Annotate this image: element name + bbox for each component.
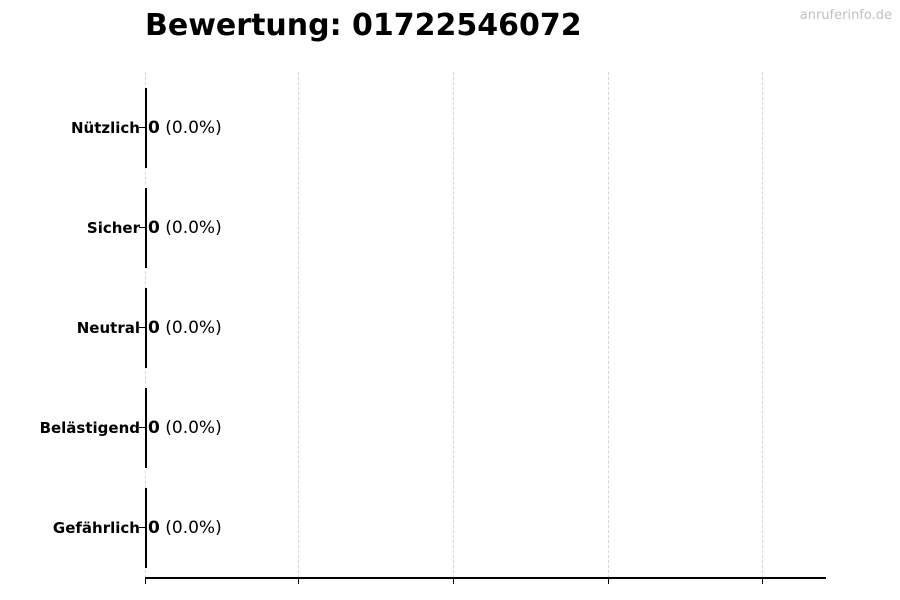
value-label-nuetzlich: 0 (0.0%) <box>148 118 222 138</box>
xtick-mark-0 <box>145 579 146 584</box>
bar-belaestigend[interactable] <box>145 388 147 468</box>
ytick-mark-sicher <box>139 227 145 228</box>
gridline-x-2 <box>453 72 454 578</box>
value-label-gefaehrlich: 0 (0.0%) <box>148 518 222 538</box>
value-count-neutral: 0 <box>148 318 160 338</box>
value-percent-sicher: (0.0%) <box>165 218 222 238</box>
value-label-neutral: 0 (0.0%) <box>148 318 222 338</box>
value-count-sicher: 0 <box>148 218 160 238</box>
ytick-label-sicher: Sicher <box>86 219 140 237</box>
chart-title: Bewertung: 01722546072 <box>145 8 582 43</box>
ytick-label-gefaehrlich: Gefährlich <box>52 519 140 537</box>
xtick-mark-2 <box>453 579 454 584</box>
value-percent-nuetzlich: (0.0%) <box>165 118 222 138</box>
gridline-x-1 <box>298 72 299 578</box>
ytick-mark-gefaehrlich <box>139 527 145 528</box>
value-label-sicher: 0 (0.0%) <box>148 218 222 238</box>
value-percent-belaestigend: (0.0%) <box>165 418 222 438</box>
x-axis-spine <box>145 577 826 579</box>
value-percent-gefaehrlich: (0.0%) <box>165 518 222 538</box>
bar-nuetzlich[interactable] <box>145 88 147 168</box>
plot-area <box>145 72 826 578</box>
ytick-mark-nuetzlich <box>139 127 145 128</box>
value-label-belaestigend: 0 (0.0%) <box>148 418 222 438</box>
value-count-belaestigend: 0 <box>148 418 160 438</box>
ytick-mark-neutral <box>139 327 145 328</box>
gridline-x-4 <box>762 72 763 578</box>
ytick-mark-belaestigend <box>139 427 145 428</box>
ytick-label-neutral: Neutral <box>76 319 140 337</box>
gridline-x-3 <box>608 72 609 578</box>
bar-sicher[interactable] <box>145 188 147 268</box>
xtick-mark-4 <box>762 579 763 584</box>
ytick-label-belaestigend: Belästigend <box>39 419 140 437</box>
ytick-label-nuetzlich: Nützlich <box>71 119 140 137</box>
value-percent-neutral: (0.0%) <box>165 318 222 338</box>
xtick-mark-1 <box>298 579 299 584</box>
watermark-anruferinfo: anruferinfo.de <box>799 8 892 23</box>
value-count-gefaehrlich: 0 <box>148 518 160 538</box>
bar-neutral[interactable] <box>145 288 147 368</box>
bar-gefaehrlich[interactable] <box>145 488 147 568</box>
xtick-mark-3 <box>608 579 609 584</box>
value-count-nuetzlich: 0 <box>148 118 160 138</box>
